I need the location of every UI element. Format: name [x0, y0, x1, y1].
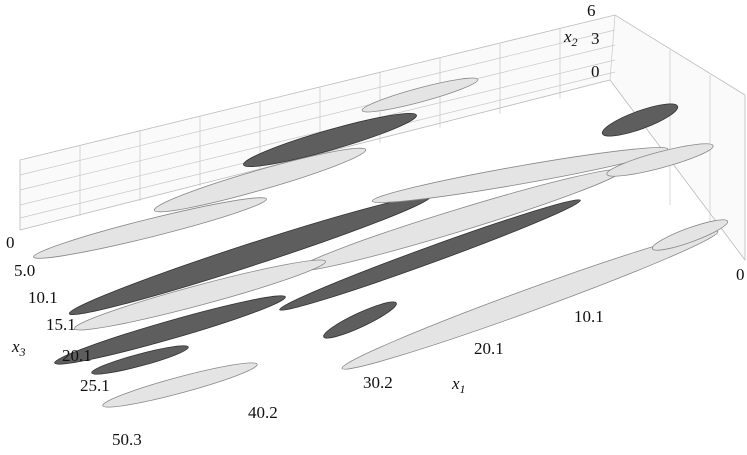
x2-tick: 0	[591, 62, 600, 81]
x1-tick: 30.2	[363, 373, 393, 392]
x3-tick: 15.1	[46, 315, 76, 334]
x2-tick: 3	[591, 29, 600, 48]
x1-tick: 40.2	[248, 403, 278, 422]
x1-tick: 10.1	[574, 307, 604, 326]
x1-tick: 0	[736, 265, 745, 284]
x3-tick: 20.1	[62, 346, 92, 365]
x1-tick: 20.1	[474, 339, 504, 358]
x3-tick: 25.1	[80, 376, 110, 395]
figure: 6 3 0 x2 0 10.1 20.1 30.2 40.2 50.3 x1 0…	[0, 0, 747, 455]
x2-tick: 6	[587, 1, 596, 20]
x1-label: x1	[451, 374, 466, 396]
x3-label: x3	[11, 337, 26, 359]
x3-tick: 5.0	[14, 261, 35, 280]
back-wall-grid	[20, 15, 745, 260]
isosurfaces	[31, 73, 730, 414]
x3-tick: 10.1	[28, 288, 58, 307]
x1-tick: 50.3	[112, 430, 142, 449]
x3-tick: 0	[6, 233, 15, 252]
